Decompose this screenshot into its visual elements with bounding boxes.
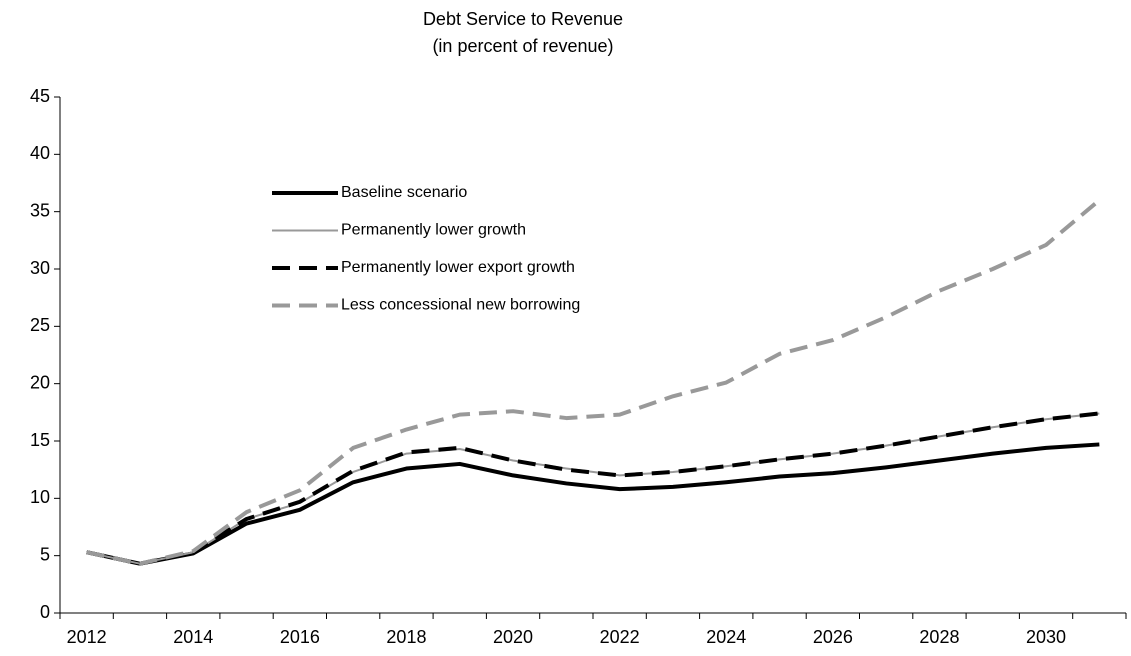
y-tick-label: 25 [30, 315, 50, 335]
y-tick-label: 45 [30, 86, 50, 106]
x-tick-label: 2020 [493, 627, 533, 647]
x-tick-label: 2022 [600, 627, 640, 647]
x-tick-label: 2026 [813, 627, 853, 647]
x-tick-label: 2014 [173, 627, 213, 647]
y-tick-label: 20 [30, 372, 50, 392]
x-tick-label: 2028 [919, 627, 959, 647]
series-line [86, 411, 1100, 566]
y-tick-label: 0 [40, 602, 50, 622]
y-tick-label: 10 [30, 487, 50, 507]
y-tick-label: 30 [30, 258, 50, 278]
x-tick-label: 2030 [1026, 627, 1066, 647]
y-tick-label: 5 [40, 544, 50, 564]
y-tick-label: 40 [30, 143, 50, 163]
legend: Baseline scenario Permanently lower growt… [272, 184, 580, 314]
x-tick-label: 2018 [386, 627, 426, 647]
legend-label: Permanently lower growth [341, 222, 526, 239]
legend-label: Less concessional new borrowing [341, 297, 580, 314]
y-tick-label: 15 [30, 430, 50, 450]
x-tick-label: 2024 [706, 627, 746, 647]
x-tick-label: 2012 [67, 627, 107, 647]
legend-label: Permanently lower export growth [341, 259, 575, 276]
y-tick-label: 35 [30, 200, 50, 220]
chart-subtitle: (in percent of revenue) [432, 36, 613, 56]
series-line [86, 198, 1101, 566]
x-tick-label: 2016 [280, 627, 320, 647]
chart-title: Debt Service to Revenue [423, 9, 623, 29]
series-line [86, 442, 1100, 566]
legend-label: Baseline scenario [341, 184, 467, 201]
